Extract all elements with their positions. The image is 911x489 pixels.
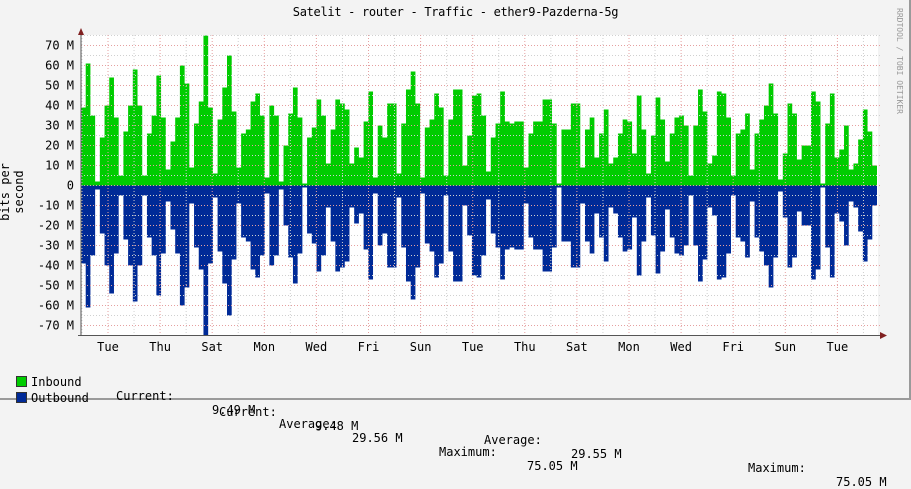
y-axis-arrow-icon (78, 28, 84, 35)
x-tick-label: Sat (566, 340, 588, 354)
y-tick-label: -40 M (38, 259, 74, 273)
y-axis-ticks: 70 M 60 M 50 M 40 M 30 M 20 M 10 M 0 -10 M -20 M -… (38, 39, 74, 333)
outbound-maximum-value: 75.05 M (836, 475, 887, 489)
inbound-maximum-label: Maximum: (439, 445, 497, 459)
x-tick-label: Wed (670, 340, 692, 354)
y-tick-label: 10 M (45, 159, 74, 173)
legend-inbound: Inbound Current: 9.49 M Average: 29.56 M… (16, 361, 896, 473)
x-tick-label: Sun (774, 340, 796, 354)
outbound-average-label: Average: (484, 433, 542, 447)
inbound-area (81, 35, 877, 186)
graph-title: Satelit - router - Traffic - ether9-Pazd… (292, 5, 619, 19)
y-tick-label: 70 M (45, 39, 74, 53)
traffic-bars (81, 35, 877, 336)
y-tick-label: 50 M (45, 79, 74, 93)
y-tick-label: -70 M (38, 319, 74, 333)
inbound-maximum-value: 75.05 M (527, 459, 578, 473)
outbound-average-value: 29.55 M (571, 447, 622, 461)
inbound-swatch (16, 376, 27, 387)
traffic-chart: 70 M 60 M 50 M 40 M 30 M 20 M 10 M 0 -10 M -20 M -… (38, 28, 887, 354)
x-axis-arrow-icon (880, 332, 887, 339)
y-tick-label: -60 M (38, 299, 74, 313)
outbound-current-label: Current: (219, 405, 277, 419)
x-tick-label: Wed (306, 340, 328, 354)
y-tick-label: 40 M (45, 99, 74, 113)
x-tick-label: Fri (722, 340, 744, 354)
outbound-label: Outbound (31, 391, 89, 405)
y-tick-label: 30 M (45, 119, 74, 133)
outbound-maximum-label: Maximum: (748, 461, 806, 475)
y-tick-label: -20 M (38, 219, 74, 233)
inbound-label: Inbound (31, 375, 82, 389)
x-tick-label: Tue (97, 340, 119, 354)
y-tick-label: -30 M (38, 239, 74, 253)
outbound-current-value: 9.48 M (315, 419, 359, 433)
outbound-swatch (16, 392, 27, 403)
outbound-area (81, 185, 877, 336)
x-tick-label: Mon (253, 340, 275, 354)
x-tick-label: Tue (462, 340, 484, 354)
x-tick-label: Tue (827, 340, 849, 354)
y-tick-label: 60 M (45, 59, 74, 73)
x-tick-label: Thu (149, 340, 171, 354)
y-tick-label: -50 M (38, 279, 74, 293)
inbound-average-value: 29.56 M (352, 431, 403, 445)
x-axis-ticks: Tue Thu Sat Mon Wed Fri Sun Tue Thu Sat Mon Wed Fri S… (97, 340, 848, 354)
rrdtool-watermark: RRDTOOL / TOBI OETIKER (895, 8, 904, 114)
x-tick-label: Sun (410, 340, 432, 354)
x-tick-label: Mon (618, 340, 640, 354)
x-tick-label: Thu (514, 340, 536, 354)
x-tick-label: Fri (358, 340, 380, 354)
y-tick-label: 20 M (45, 139, 74, 153)
legend-outbound: Outbound Current: 9.48 M Average: 29.55 … (16, 377, 896, 489)
y-tick-label: 0 (67, 179, 74, 193)
y-tick-label: -10 M (38, 199, 74, 213)
x-tick-label: Sat (201, 340, 223, 354)
